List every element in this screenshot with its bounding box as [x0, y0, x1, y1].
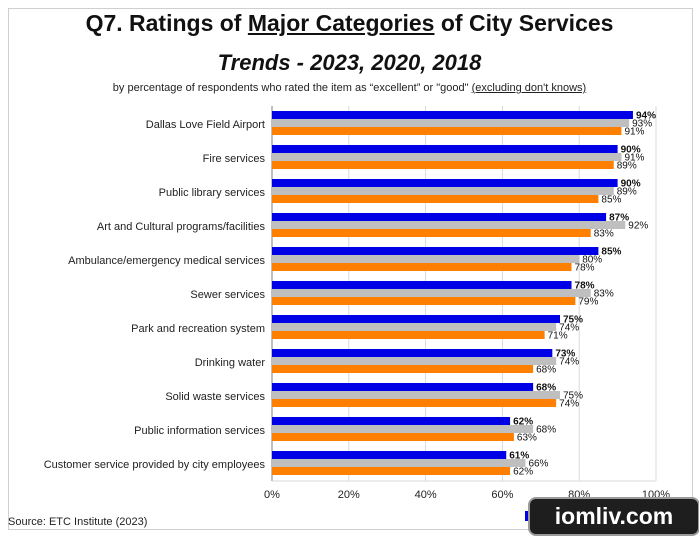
data-label-2023: 90% — [621, 145, 641, 156]
bar-2018 — [272, 467, 511, 475]
bar-2023 — [272, 451, 507, 459]
bar-2018 — [272, 365, 534, 373]
data-label-2018: 78% — [575, 263, 595, 274]
bar-2020 — [272, 289, 591, 297]
category-label: Drinking water — [195, 357, 266, 369]
category-label: Customer service provided by city employ… — [44, 459, 266, 471]
category-label: Sewer services — [190, 289, 265, 301]
data-label-2018: 83% — [594, 229, 614, 240]
data-label-2023: 62% — [513, 417, 533, 428]
data-label-2020: 93% — [632, 119, 652, 130]
bar-2018 — [272, 399, 557, 407]
data-label-2020: 66% — [528, 459, 548, 470]
data-label-2023: 87% — [609, 213, 629, 224]
bar-2020 — [272, 425, 534, 433]
data-label-2020: 74% — [559, 323, 579, 334]
data-label-2023: 75% — [563, 315, 583, 326]
source-note: Source: ETC Institute (2023) — [8, 516, 148, 528]
bar-2020 — [272, 187, 614, 195]
bar-2018 — [272, 229, 591, 237]
data-label-2023: 73% — [555, 349, 575, 360]
data-label-2018: 89% — [617, 161, 637, 172]
bar-2023 — [272, 281, 572, 289]
data-label-2018: 68% — [536, 365, 556, 376]
chart-subtitle: Trends - 2023, 2020, 2018 — [217, 50, 482, 75]
data-label-2018: 71% — [548, 331, 568, 342]
bar-2018 — [272, 433, 514, 441]
data-label-2023: 94% — [636, 111, 656, 122]
bar-2018 — [272, 297, 576, 305]
bar-2023 — [272, 145, 618, 153]
bar-2020 — [272, 323, 557, 331]
bar-2023 — [272, 247, 599, 255]
data-label-2020: 91% — [624, 153, 644, 164]
category-label: Public library services — [159, 187, 266, 199]
category-label: Ambulance/emergency medical services — [68, 255, 265, 267]
data-label-2020: 80% — [582, 255, 602, 266]
x-tick-label: 40% — [415, 489, 437, 501]
category-label: Park and recreation system — [131, 323, 265, 335]
data-label-2023: 90% — [621, 179, 641, 190]
bar-2018 — [272, 127, 622, 135]
watermark: iomliv.com — [528, 497, 699, 536]
data-label-2020: 74% — [559, 357, 579, 368]
data-label-2020: 75% — [563, 391, 583, 402]
data-label-2018: 85% — [601, 195, 621, 206]
data-label-2020: 83% — [594, 289, 614, 300]
bar-2018 — [272, 195, 599, 203]
category-label: Fire services — [203, 153, 266, 165]
bar-2023 — [272, 349, 553, 357]
category-label: Art and Cultural programs/facilities — [97, 221, 266, 233]
chart-note: by percentage of respondents who rated t… — [112, 82, 587, 94]
data-label-2020: 89% — [617, 187, 637, 198]
data-label-2023: 85% — [601, 247, 621, 258]
x-tick-label: 0% — [264, 489, 280, 501]
bar-2023 — [272, 213, 607, 221]
chart-title: Q7. Ratings of Major Categories of City … — [85, 10, 614, 36]
category-label: Dallas Love Field Airport — [146, 119, 265, 131]
bar-2023 — [272, 383, 534, 391]
data-label-2018: 63% — [517, 433, 537, 444]
data-label-2023: 61% — [509, 451, 529, 462]
bar-2020 — [272, 119, 630, 127]
data-label-2023: 68% — [536, 383, 556, 394]
bar-2020 — [272, 255, 580, 263]
bar-2023 — [272, 111, 633, 119]
data-label-2020: 68% — [536, 425, 556, 436]
data-label-2018: 74% — [559, 399, 579, 410]
x-tick-label: 20% — [338, 489, 360, 501]
bar-2018 — [272, 161, 614, 169]
bar-2020 — [272, 221, 626, 229]
bar-2020 — [272, 391, 560, 399]
data-label-2018: 91% — [624, 127, 644, 138]
data-label-2018: 79% — [578, 297, 598, 308]
bar-2020 — [272, 153, 622, 161]
bar-2020 — [272, 459, 526, 467]
category-label: Solid waste services — [165, 391, 265, 403]
bar-2023 — [272, 179, 618, 187]
bar-2023 — [272, 315, 560, 323]
bar-2020 — [272, 357, 557, 365]
category-label: Public information services — [134, 425, 265, 437]
x-tick-label: 60% — [491, 489, 513, 501]
bar-2018 — [272, 263, 572, 271]
data-label-2020: 92% — [628, 221, 648, 232]
bar-2018 — [272, 331, 545, 339]
data-label-2023: 78% — [575, 281, 595, 292]
data-label-2018: 62% — [513, 467, 533, 478]
bar-2023 — [272, 417, 511, 425]
